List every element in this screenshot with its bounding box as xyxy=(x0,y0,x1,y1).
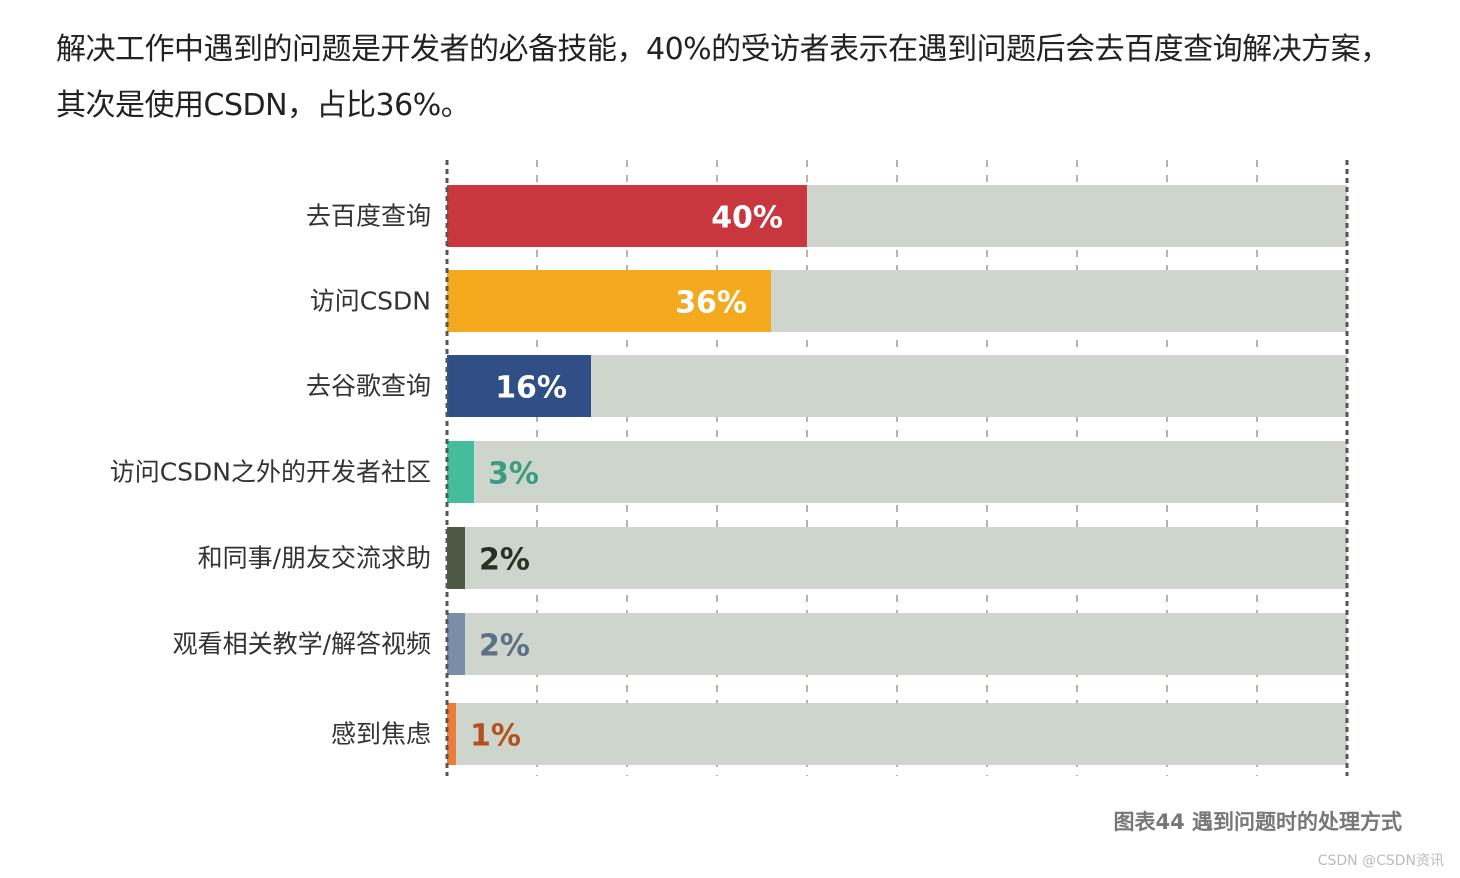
category-label: 去百度查询 xyxy=(306,202,431,231)
category-label: 访问CSDN之外的开发者社区 xyxy=(110,458,431,487)
bar-tracks xyxy=(447,185,1347,765)
bar-track xyxy=(447,355,1347,417)
figure-caption: 图表44 遇到问题时的处理方式 xyxy=(1113,810,1402,834)
bar-track xyxy=(447,613,1347,675)
bar xyxy=(447,185,807,247)
bar-track xyxy=(447,441,1347,503)
category-label: 观看相关教学/解答视频 xyxy=(173,630,431,659)
value-label: 36% xyxy=(675,286,747,321)
bar-track xyxy=(447,527,1347,589)
bar xyxy=(447,703,456,765)
watermark: CSDN @CSDN资讯 xyxy=(1317,853,1444,869)
labels: 去百度查询 40% 访问CSDN 36% 去谷歌查询 16% 访问CSDN之外的开发者社区 3… xyxy=(110,201,783,754)
value-label: 1% xyxy=(470,719,521,754)
bar xyxy=(447,441,474,503)
bars xyxy=(447,185,807,765)
bar xyxy=(447,613,465,675)
value-label: 2% xyxy=(479,629,530,664)
category-label: 访问CSDN xyxy=(310,287,431,316)
value-label: 2% xyxy=(479,543,530,578)
category-label: 去谷歌查询 xyxy=(306,372,431,401)
value-label: 3% xyxy=(488,457,539,492)
bar-chart: 去百度查询 40% 访问CSDN 36% 去谷歌查询 16% 访问CSDN之外的开发者社区 3… xyxy=(110,160,1349,776)
axes xyxy=(445,160,1349,776)
bar xyxy=(447,527,465,589)
intro-paragraph: 解决工作中遇到的问题是开发者的必备技能，40%的受访者表示在遇到问题后会去百度查… xyxy=(56,32,1390,123)
bar xyxy=(447,270,771,332)
category-label: 感到焦虑 xyxy=(331,720,431,749)
bar-track xyxy=(447,703,1347,765)
bar xyxy=(447,355,591,417)
value-label: 40% xyxy=(711,201,783,236)
category-label: 和同事/朋友交流求助 xyxy=(198,544,431,573)
value-label: 16% xyxy=(495,371,567,406)
